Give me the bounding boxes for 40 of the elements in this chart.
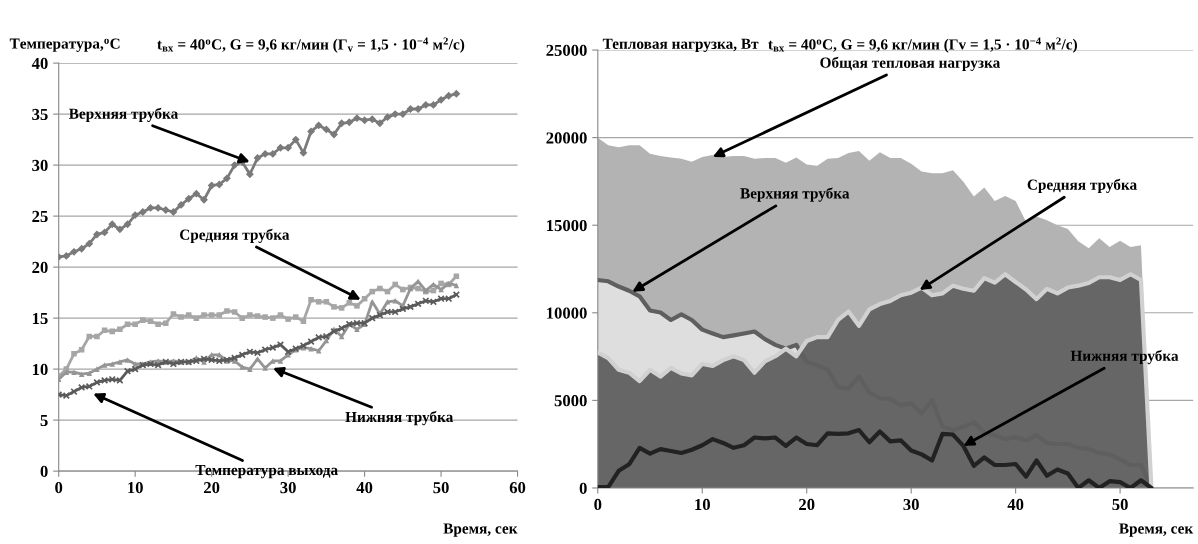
x-tick-label: 10: [128, 482, 143, 494]
x-tick-label: 40: [356, 482, 373, 494]
y-tick-label: 25: [32, 210, 48, 223]
annotation: Общая тепловая нагрузка: [820, 56, 1001, 71]
annotation: Верхняя трубка: [740, 187, 850, 202]
x-tick-label: 50: [433, 482, 449, 494]
x-tick-label: 0: [594, 498, 602, 511]
annotation: Температура выхода: [195, 464, 338, 479]
x-tick-label: 0: [55, 482, 63, 494]
chart-title: t$_{вх}$ = 40$^{o}$C, G = 9,6 кг/мин (Γ$_{v}$ = 1,5 · 10$^{−4}$ м$^{2}$/с): [157, 37, 465, 53]
x-tick-label: 20: [799, 498, 815, 511]
y-tick-label: 5000: [554, 395, 587, 407]
y-axis-title: Тепловая нагрузка, Вт: [602, 38, 759, 53]
y-axis-title: Температура,$^{o}$C: [9, 38, 120, 52]
annotation: Нижняя трубка: [345, 410, 454, 426]
y-tick-label: 5: [40, 414, 48, 427]
y-tick-label: 25000: [546, 44, 587, 56]
annotation: Верхняя трубка: [68, 107, 179, 122]
y-tick-label: 20000: [546, 132, 587, 144]
y-tick-label: 35: [32, 108, 48, 121]
x-axis-title: Время, сек: [1119, 523, 1194, 537]
x-tick-label: 30: [280, 482, 296, 494]
y-tick-label: 10000: [547, 307, 587, 319]
y-tick-label: 20: [32, 261, 48, 274]
y-tick-label: 40: [31, 57, 48, 70]
y-tick-label: 15000: [547, 219, 587, 232]
annotation: Средняя трубка: [180, 228, 290, 243]
annotation: Средняя трубка: [1027, 178, 1137, 193]
x-tick-label: 30: [903, 498, 919, 511]
y-tick-label: 10: [32, 363, 48, 376]
x-tick-label: 10: [695, 498, 710, 511]
x-tick-label: 20: [204, 482, 220, 494]
x-tick-label: 40: [1007, 498, 1024, 511]
chart-title: t$_{вх}$ = 40$^{o}$C, G = 9,6 кг/мин (Γv = 1,5 · 10$^{−4}$ м$^{2}$/с): [768, 37, 1077, 53]
y-tick-label: 15: [32, 312, 48, 325]
x-tick-label: 60: [509, 482, 526, 494]
y-tick-label: 0: [40, 465, 48, 478]
x-tick-label: 50: [1112, 498, 1128, 511]
x-axis-title: Время, сек: [443, 523, 518, 537]
y-tick-label: 30: [32, 159, 48, 172]
